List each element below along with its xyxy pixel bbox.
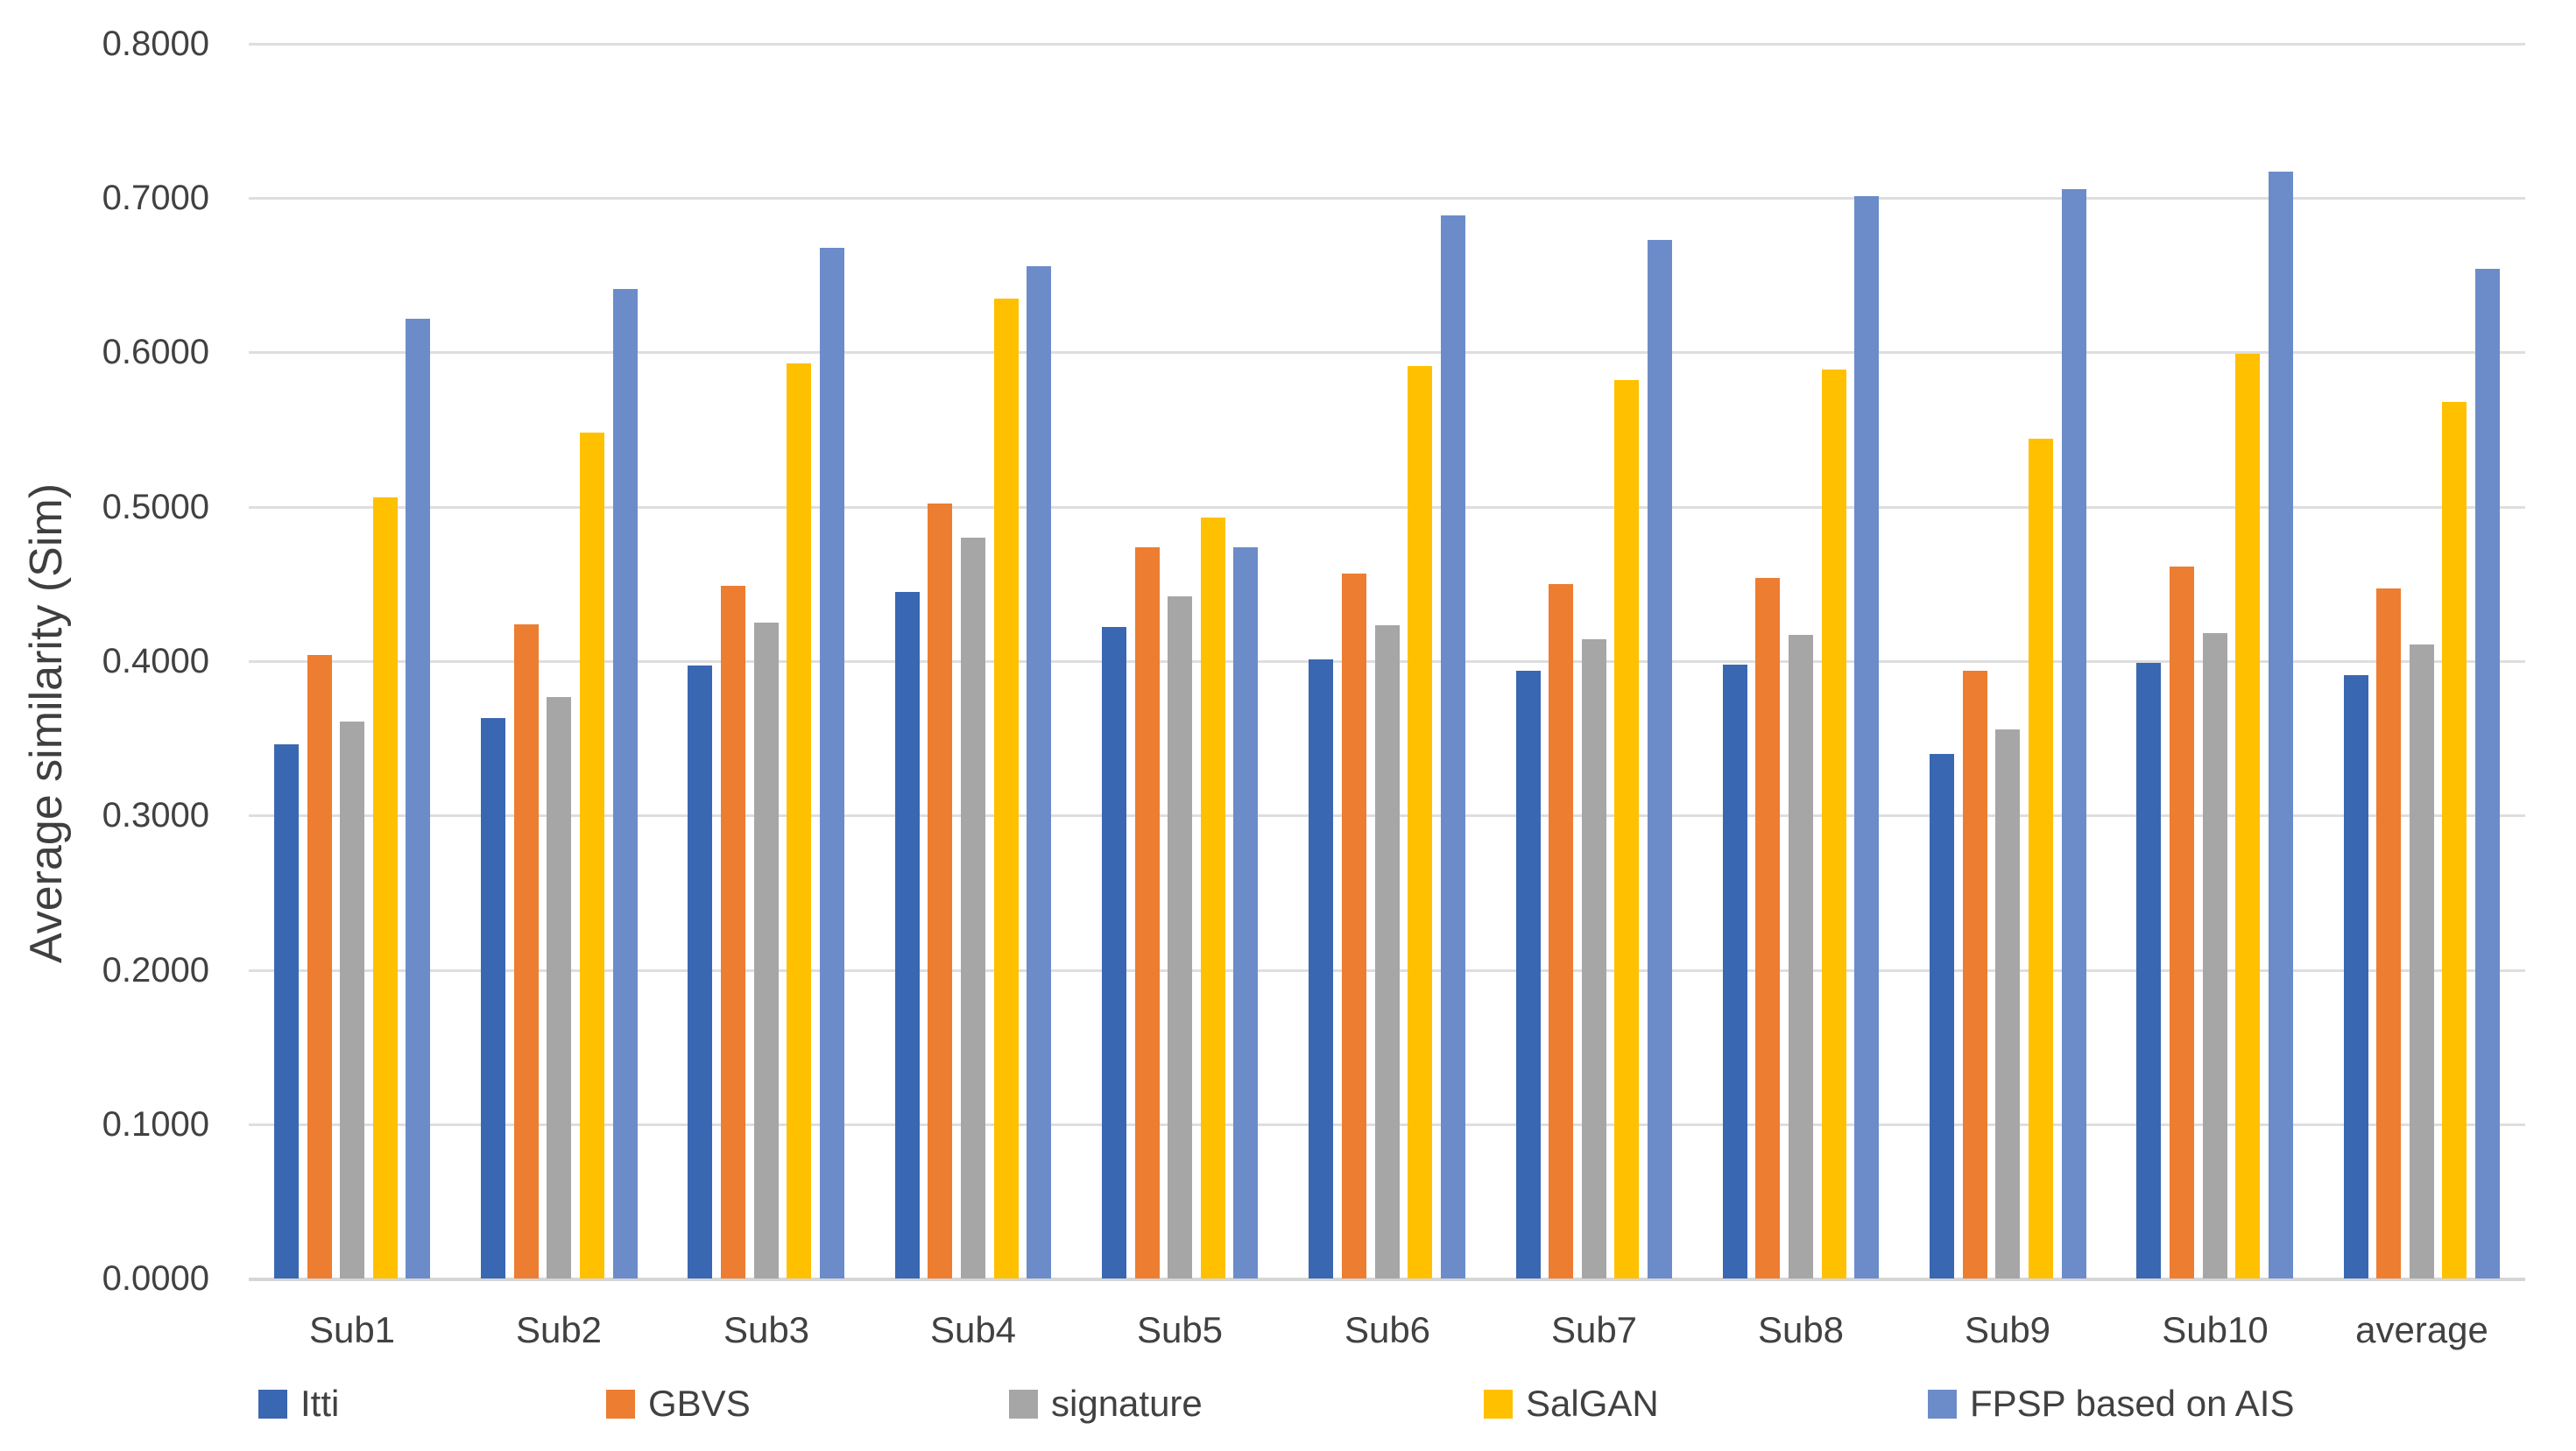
- bar-signature: [1375, 625, 1400, 1278]
- y-tick-label: 0.7000: [102, 179, 209, 217]
- legend-swatch: [606, 1389, 635, 1419]
- legend-label: signature: [1051, 1383, 1203, 1424]
- legend-item: SalGAN: [1484, 1383, 1659, 1424]
- gridline: [249, 43, 2525, 46]
- bar-itti: [688, 666, 712, 1278]
- legend-item: GBVS: [606, 1383, 751, 1424]
- legend-item: FPSP based on AIS: [1928, 1383, 2295, 1424]
- bar-salgan: [2029, 439, 2053, 1278]
- bar-salgan: [994, 299, 1019, 1278]
- bar-gbvs: [307, 655, 332, 1278]
- bar-itti: [1309, 659, 1333, 1278]
- x-category-label: Sub3: [723, 1309, 810, 1350]
- y-tick-label: 0.4000: [102, 642, 209, 680]
- bar-salgan: [580, 433, 604, 1278]
- legend-label: SalGAN: [1526, 1383, 1659, 1424]
- bar-signature: [1582, 639, 1606, 1278]
- bar-fpsp-based-on-ais: [1027, 266, 1051, 1278]
- x-category-label: Sub7: [1550, 1309, 1638, 1350]
- x-category-label: Sub9: [1964, 1309, 2051, 1350]
- bar-gbvs: [514, 624, 539, 1278]
- bar-gbvs: [1135, 547, 1160, 1278]
- bar-signature: [1168, 596, 1192, 1278]
- legend-swatch: [1928, 1389, 1957, 1419]
- bar-fpsp-based-on-ais: [820, 248, 844, 1278]
- gridline: [249, 197, 2525, 200]
- y-tick-label: 0.0000: [102, 1259, 209, 1298]
- x-category-label: Sub5: [1136, 1309, 1224, 1350]
- legend-item: signature: [1009, 1383, 1203, 1424]
- bar-salgan: [1614, 380, 1639, 1278]
- bar-fpsp-based-on-ais: [1648, 240, 1672, 1278]
- bar-gbvs: [1963, 671, 1987, 1278]
- y-tick-label: 0.3000: [102, 796, 209, 835]
- x-category-label: Sub4: [929, 1309, 1017, 1350]
- bar-signature: [754, 623, 779, 1278]
- bar-itti: [2136, 663, 2161, 1278]
- x-category-label: Sub1: [308, 1309, 396, 1350]
- bar-signature: [1789, 635, 1813, 1278]
- bar-gbvs: [1549, 584, 1573, 1278]
- bar-salgan: [787, 363, 811, 1278]
- legend-label: GBVS: [648, 1383, 751, 1424]
- y-tick-label: 0.8000: [102, 25, 209, 63]
- y-tick-label: 0.1000: [102, 1105, 209, 1144]
- bar-fpsp-based-on-ais: [2269, 172, 2293, 1278]
- y-tick-label: 0.2000: [102, 951, 209, 990]
- x-category-label: Sub10: [2162, 1309, 2269, 1350]
- legend-swatch: [1009, 1389, 1038, 1419]
- bar-fpsp-based-on-ais: [2062, 189, 2086, 1278]
- gridline: [249, 351, 2525, 354]
- x-category-label: Sub2: [515, 1309, 603, 1350]
- bar-itti: [481, 718, 505, 1278]
- bar-salgan: [1408, 366, 1432, 1278]
- bar-fpsp-based-on-ais: [2475, 269, 2500, 1278]
- bar-itti: [1723, 665, 1747, 1278]
- bar-salgan: [2442, 402, 2467, 1278]
- bar-itti: [895, 592, 920, 1278]
- bar-salgan: [1822, 370, 1846, 1278]
- bar-fpsp-based-on-ais: [1441, 215, 1465, 1278]
- y-axis-title: Average similarity (Sim): [21, 482, 72, 963]
- gridline: [249, 506, 2525, 509]
- bar-itti: [1102, 627, 1126, 1278]
- bar-salgan: [373, 497, 398, 1278]
- bar-gbvs: [928, 504, 952, 1278]
- bar-salgan: [2235, 354, 2260, 1278]
- bar-fpsp-based-on-ais: [613, 289, 638, 1278]
- bar-gbvs: [2170, 567, 2194, 1278]
- legend-label: FPSP based on AIS: [1970, 1383, 2295, 1424]
- x-category-label: average: [2355, 1309, 2488, 1350]
- bar-signature: [2410, 644, 2434, 1278]
- bar-fpsp-based-on-ais: [1233, 547, 1258, 1278]
- bar-itti: [2344, 675, 2368, 1278]
- y-tick-label: 0.5000: [102, 488, 209, 526]
- bar-fpsp-based-on-ais: [406, 319, 430, 1278]
- bar-signature: [961, 538, 985, 1278]
- legend-swatch: [1484, 1389, 1513, 1419]
- bar-salgan: [1201, 518, 1225, 1278]
- x-category-label: Sub8: [1757, 1309, 1845, 1350]
- bar-itti: [274, 744, 299, 1278]
- bar-itti: [1930, 754, 1954, 1278]
- bar-itti: [1516, 671, 1541, 1278]
- bar-signature: [340, 722, 364, 1278]
- bar-signature: [547, 697, 571, 1278]
- bar-gbvs: [1342, 574, 1366, 1278]
- bar-gbvs: [2376, 588, 2401, 1278]
- y-tick-label: 0.6000: [102, 333, 209, 371]
- bar-gbvs: [721, 586, 745, 1278]
- x-axis-line: [249, 1278, 2525, 1281]
- bar-signature: [1995, 729, 2020, 1278]
- legend-swatch: [258, 1389, 287, 1419]
- bar-gbvs: [1755, 578, 1780, 1278]
- x-category-label: Sub6: [1344, 1309, 1431, 1350]
- legend-label: Itti: [300, 1383, 340, 1424]
- bar-signature: [2203, 633, 2227, 1278]
- bar-fpsp-based-on-ais: [1854, 196, 1879, 1278]
- legend-item: Itti: [258, 1383, 340, 1424]
